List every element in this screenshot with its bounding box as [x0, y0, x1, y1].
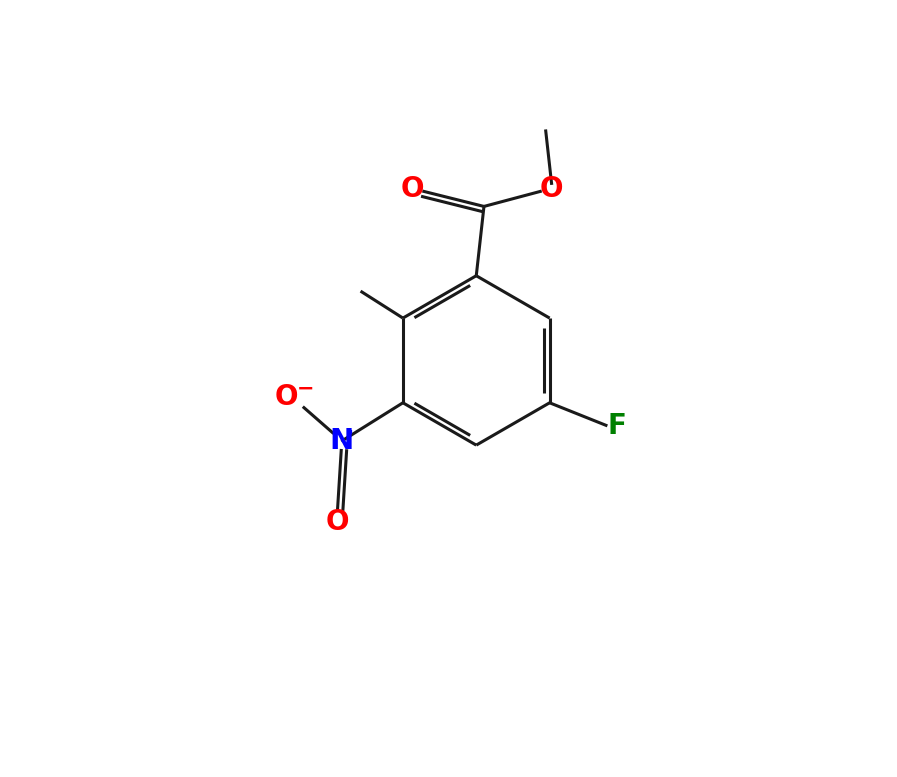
Text: O: O	[401, 175, 424, 203]
Text: −: −	[297, 378, 315, 398]
Text: O: O	[326, 508, 349, 536]
Text: N: N	[329, 427, 353, 455]
Text: F: F	[607, 412, 626, 440]
Text: O: O	[540, 175, 563, 203]
Text: O: O	[274, 383, 298, 411]
Text: ·: ·	[346, 420, 355, 448]
